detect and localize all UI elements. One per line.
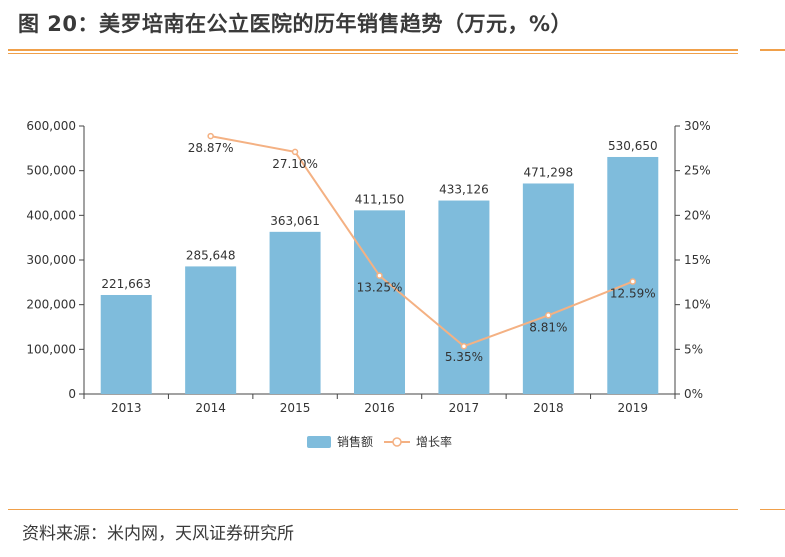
legend-label-growth: 增长率: [416, 434, 452, 449]
footer-rule-right: [760, 509, 785, 510]
title-rule-right: [760, 49, 785, 51]
x-tick-label: 2013: [111, 401, 142, 415]
growth-rate-point: [629, 278, 637, 285]
sales-bar: [354, 210, 405, 394]
y-right-tick-label: 30%: [684, 119, 711, 133]
y-left-tick-label: 600,000: [26, 119, 76, 133]
growth-rate-point: [376, 272, 383, 279]
growth-rate-label: 13.25%: [357, 281, 403, 295]
growth-rate-point: [545, 312, 552, 319]
growth-rate-line: [210, 135, 634, 348]
sales-bar-label: 363,061: [270, 214, 320, 228]
legend-label-sales: 销售额: [337, 434, 373, 449]
sales-bar: [522, 183, 574, 394]
sales-bar: [100, 294, 152, 394]
y-left-tick-label: 400,000: [26, 208, 76, 222]
sales-bar-label: 471,298: [524, 165, 574, 179]
chart-title: 图 20：美罗培南在公立医院的历年销售趋势（万元，%）: [18, 12, 573, 36]
growth-rate-label: 28.87%: [188, 141, 234, 155]
x-tick-label: 2018: [533, 401, 564, 415]
sales-bar: [269, 231, 321, 394]
growth-rate-point: [291, 148, 299, 156]
sales-bar-label: 433,126: [439, 183, 489, 197]
y-left-tick-label: 0: [68, 387, 76, 401]
sales-bar-label: 530,650: [608, 139, 658, 153]
growth-rate-label: 12.59%: [610, 287, 656, 301]
y-right-tick-label: 10%: [684, 298, 711, 312]
growth-rate-label: 27.10%: [272, 157, 318, 171]
y-right-tick-label: 5%: [684, 342, 703, 356]
y-right-tick-label: 20%: [684, 208, 711, 222]
growth-rate-point: [207, 132, 214, 140]
y-left-tick-label: 300,000: [26, 253, 76, 267]
growth-rate-point: [460, 342, 468, 350]
y-right-tick-label: 25%: [684, 164, 711, 178]
growth-rate-label: 8.81%: [529, 320, 567, 334]
sales-bar: [607, 156, 659, 394]
sales-bar: [438, 200, 490, 394]
sales-bar-label: 411,150: [355, 192, 405, 206]
legend-swatch-sales: [307, 436, 331, 448]
x-tick-label: 2019: [618, 401, 649, 415]
growth-rate-label: 5.35%: [445, 350, 483, 364]
sales-bar: [185, 266, 237, 394]
x-tick-label: 2017: [449, 401, 480, 415]
source-note: 资料来源：米内网，天风证券研究所: [22, 524, 294, 544]
y-left-tick-label: 200,000: [26, 298, 76, 312]
sales-bar-label: 285,648: [186, 248, 236, 262]
y-left-tick-label: 500,000: [26, 164, 76, 178]
sales-bar-label: 221,663: [101, 277, 151, 291]
y-right-tick-label: 0%: [684, 387, 703, 401]
footer-rule: [8, 509, 738, 510]
x-tick-label: 2015: [280, 401, 311, 415]
title-rule: [8, 49, 738, 51]
y-right-tick-label: 15%: [684, 253, 711, 267]
legend-marker-growth: [392, 437, 402, 447]
y-left-tick-label: 100,000: [26, 342, 76, 356]
title-rule-thin: [8, 53, 738, 54]
x-tick-label: 2014: [195, 401, 226, 415]
x-tick-label: 2016: [364, 401, 395, 415]
